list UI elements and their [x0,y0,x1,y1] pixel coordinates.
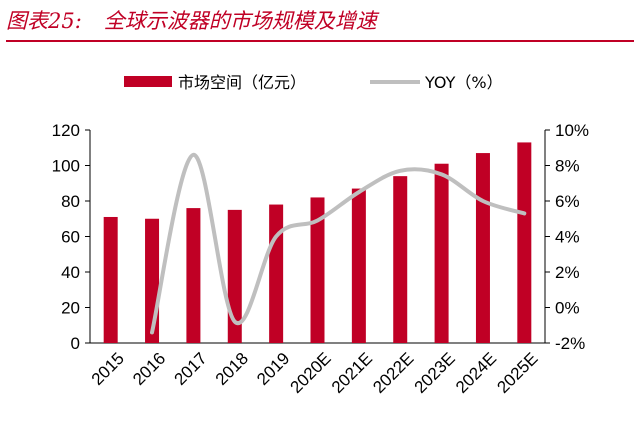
bar [517,142,532,343]
bar [351,188,366,343]
figure-title-text: 全球示波器的市场规模及增速 [103,9,377,33]
right-tick-label: 4% [555,228,580,247]
yoy-line [150,152,527,335]
x-tick-label: 2025E [493,349,541,397]
right-axis-ticks: -2% 0% 2% 4% 6% 8% 10% [545,121,589,353]
bar [310,197,325,343]
left-axis-ticks: 0 20 40 60 80 100 120 [52,121,90,353]
x-tick-label: 2023E [411,349,459,397]
left-tick-label: 60 [61,228,80,247]
right-tick-label: 6% [555,192,580,211]
legend: 市场空间（亿元） YOY（%） [124,73,503,92]
bar [103,216,118,343]
x-tick-label: 2021E [328,349,376,397]
bar [434,163,449,343]
left-tick-label: 0 [71,334,80,353]
left-tick-label: 80 [61,192,80,211]
left-tick-label: 20 [61,299,80,318]
x-tick-label: 2022E [369,349,417,397]
right-tick-label: 2% [555,263,580,282]
right-tick-label: 0% [555,299,580,318]
right-tick-label: -2% [555,334,585,353]
left-tick-label: 120 [52,121,80,140]
left-tick-label: 40 [61,263,80,282]
bar [269,204,284,343]
x-tick-label: 2020E [287,349,335,397]
left-tick-label: 100 [52,157,80,176]
right-tick-label: 10% [555,121,589,140]
legend-line-label: YOY（%） [424,73,503,92]
x-tick-label: 2024E [452,349,500,397]
bar [186,208,201,343]
title-underline [6,40,634,42]
right-tick-label: 8% [555,157,580,176]
legend-bar-swatch [124,76,172,87]
bar [393,176,408,343]
x-tick-label: 2016 [129,349,169,389]
figure-label: 图表25: [6,9,82,33]
x-tick-label: 2018 [212,349,252,389]
x-tick-label: 2017 [170,349,210,389]
legend-bar-label: 市场空间（亿元） [178,73,306,92]
x-axis-ticks: 2015 2016 2017 2018 20192020E2021E2022E2023E… [88,349,542,397]
bar [475,153,490,343]
line-series [150,152,527,335]
figure-title: 图表25: 全球示波器的市场规模及增速 [6,4,634,38]
x-tick-label: 2015 [88,349,128,389]
